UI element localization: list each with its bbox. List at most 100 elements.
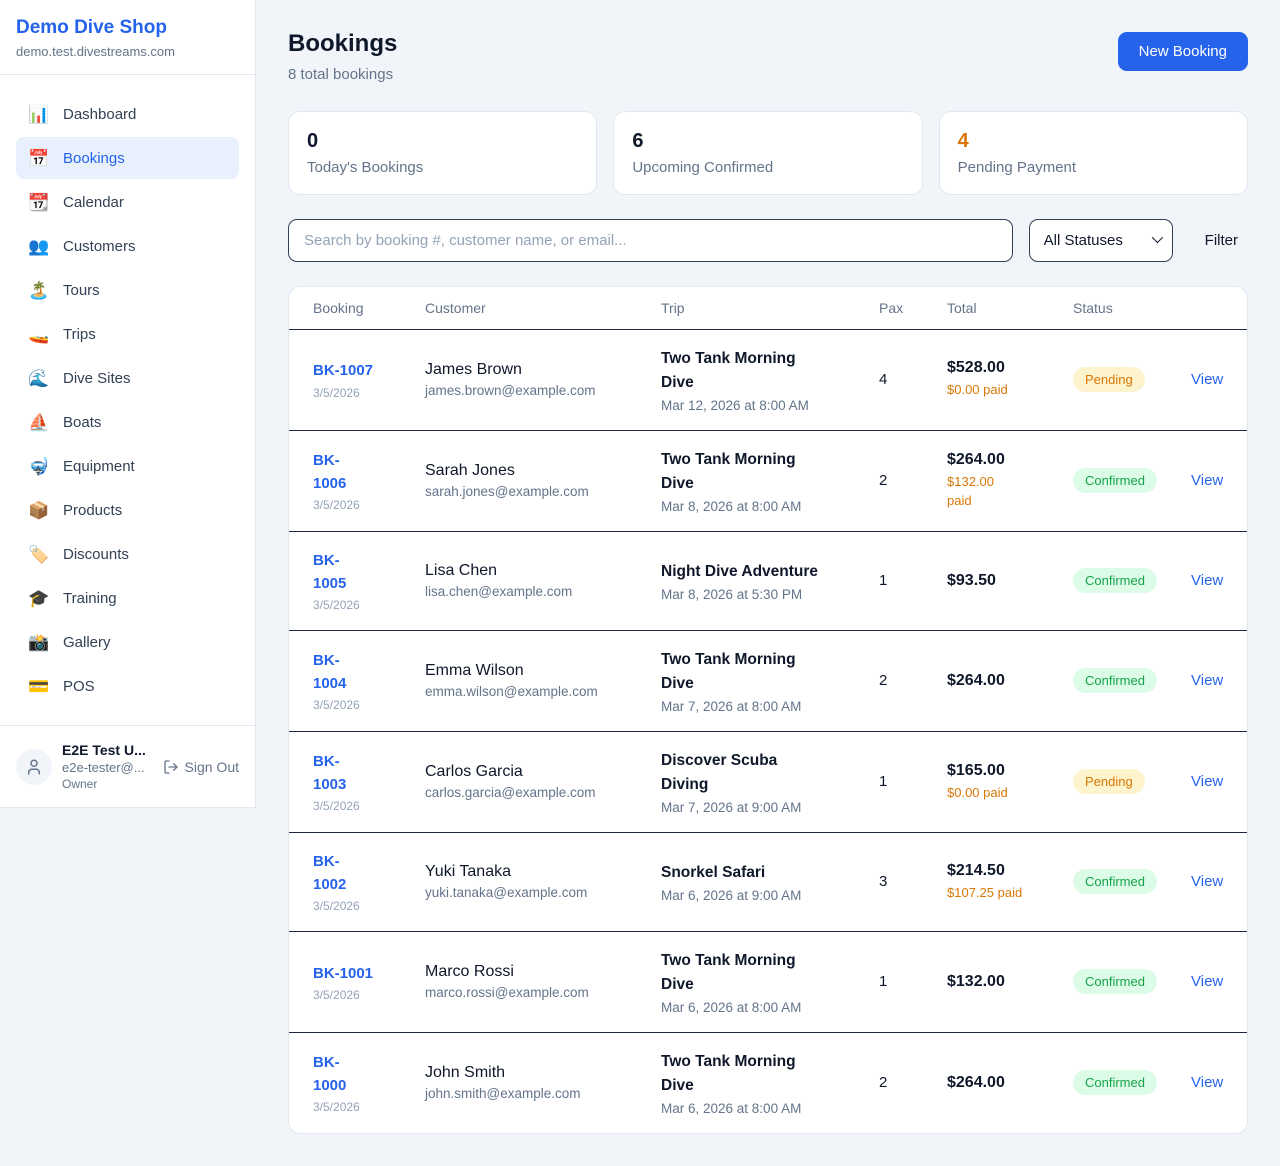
booking-id-link[interactable]: BK- 1003 <box>313 752 347 794</box>
booking-id-link[interactable]: BK-1001 <box>313 964 374 982</box>
view-link[interactable]: View <box>1191 671 1224 689</box>
tag-icon: 🏷️ <box>28 544 50 564</box>
table-row: BK- 1002 3/5/2026 Yuki Tanaka yuki.tanak… <box>289 832 1247 932</box>
package-icon: 📦 <box>28 500 50 520</box>
sidebar-item-gallery[interactable]: 📸 Gallery <box>28 632 111 652</box>
customer-name: Marco Rossi <box>425 963 514 981</box>
view-link[interactable]: View <box>1191 571 1224 589</box>
status-badge: Confirmed <box>1073 969 1157 995</box>
diving-mask-icon: 🤿 <box>28 456 50 476</box>
view-link[interactable]: View <box>1191 1073 1224 1091</box>
customer-name: John Smith <box>425 1064 506 1082</box>
customer-email: yuki.tanaka@example.com <box>425 885 588 901</box>
sidebar-item-boats[interactable]: ⛵ Boats <box>28 412 102 432</box>
user-section: E2E Test U... e2e-tester@... Owner Sign … <box>0 725 255 807</box>
filter-button[interactable]: Filter <box>1204 232 1238 249</box>
brand: Demo Dive Shop demo.test.divestreams.com <box>0 0 255 75</box>
sign-out-button[interactable]: Sign Out <box>163 759 239 775</box>
sign-out-label: Sign Out <box>184 758 239 775</box>
pax-count: 1 <box>879 773 888 791</box>
trip-time: Mar 8, 2026 at 8:00 AM <box>661 498 802 514</box>
stats-row: 0 Today's Bookings 6 Upcoming Confirmed … <box>288 111 1248 195</box>
booking-id-link[interactable]: BK- 1000 <box>313 1053 347 1095</box>
trip-name: Snorkel Safari <box>661 863 766 881</box>
stat-card: 4 Pending Payment <box>938 111 1248 195</box>
avatar <box>16 748 52 785</box>
table-row: BK-1007 3/5/2026 James Brown james.brown… <box>289 329 1247 431</box>
sidebar-item-dive-sites[interactable]: 🌊 Dive Sites <box>28 368 131 388</box>
stat-value: 0 <box>307 130 319 152</box>
pax-count: 2 <box>879 1074 888 1092</box>
page-header: Bookings 8 total bookings New Booking <box>288 30 1248 83</box>
bookings-table: Booking Customer Trip Pax Total Status BK-100… <box>289 287 1247 1133</box>
customer-name: Sarah Jones <box>425 462 515 480</box>
booking-id-link[interactable]: BK-1007 <box>313 362 374 380</box>
table-row: BK- 1004 3/5/2026 Emma Wilson emma.wilso… <box>289 630 1247 732</box>
sidebar-item-discounts[interactable]: 🏷️ Discounts <box>28 544 129 564</box>
main-content: Bookings 8 total bookings New Booking 0 … <box>256 0 1280 1166</box>
booking-date: 3/5/2026 <box>313 385 360 400</box>
booking-id-link[interactable]: BK- 1002 <box>313 852 347 894</box>
customer-name: Emma Wilson <box>425 662 524 680</box>
booking-date: 3/5/2026 <box>313 899 360 914</box>
table-row: BK- 1003 3/5/2026 Carlos Garcia carlos.g… <box>289 731 1247 833</box>
view-link[interactable]: View <box>1191 370 1224 388</box>
booking-id-link[interactable]: BK- 1006 <box>313 451 347 493</box>
user-role: Owner <box>62 777 98 791</box>
total-amount: $264.00 <box>947 671 1005 689</box>
sidebar-item-pos[interactable]: 💳 POS <box>28 676 95 696</box>
calendar-icon: 📅 <box>28 148 50 168</box>
trip-name: Two Tank Morning Dive <box>661 450 796 492</box>
credit-card-icon: 💳 <box>28 676 50 696</box>
booking-id-link[interactable]: BK- 1004 <box>313 651 347 693</box>
sidebar-item-dashboard[interactable]: 📊 Dashboard <box>28 104 137 124</box>
trip-time: Mar 8, 2026 at 5:30 PM <box>661 586 803 602</box>
booking-date: 3/5/2026 <box>313 799 360 814</box>
brand-name: Demo Dive Shop <box>16 17 167 38</box>
sidebar-item-customers[interactable]: 👥 Customers <box>28 236 136 256</box>
booking-date: 3/5/2026 <box>313 498 360 513</box>
sidebar-item-training[interactable]: 🎓 Training <box>28 588 117 608</box>
trip-time: Mar 7, 2026 at 9:00 AM <box>661 799 802 815</box>
logout-icon <box>163 759 178 774</box>
status-select[interactable]: All Statuses <box>1028 219 1173 262</box>
pax-count: 3 <box>879 873 888 891</box>
stat-value: 4 <box>957 130 969 152</box>
view-link[interactable]: View <box>1191 972 1224 990</box>
wave-icon: 🌊 <box>28 368 50 388</box>
search-input[interactable] <box>288 219 1013 262</box>
new-booking-button[interactable]: New Booking <box>1117 32 1248 71</box>
booking-date: 3/5/2026 <box>313 698 360 713</box>
speedboat-icon: 🚤 <box>28 324 50 344</box>
pax-count: 1 <box>879 973 888 991</box>
trip-name: Two Tank Morning Dive <box>661 650 796 692</box>
sidebar-item-trips[interactable]: 🚤 Trips <box>28 324 96 344</box>
stat-card: 0 Today's Bookings <box>288 111 598 195</box>
paid-amount: $0.00 paid <box>947 784 1008 800</box>
view-link[interactable]: View <box>1191 872 1224 890</box>
trip-time: Mar 6, 2026 at 8:00 AM <box>661 1100 802 1116</box>
sidebar-item-equipment[interactable]: 🤿 Equipment <box>28 456 135 476</box>
bar-chart-icon: 📊 <box>28 104 50 124</box>
view-link[interactable]: View <box>1191 471 1224 489</box>
customer-email: emma.wilson@example.com <box>425 684 598 700</box>
column-header-trip: Trip <box>661 287 879 330</box>
sailboat-icon: ⛵ <box>28 412 50 432</box>
total-amount: $165.00 <box>947 761 1005 779</box>
trip-time: Mar 12, 2026 at 8:00 AM <box>661 397 809 413</box>
sidebar-item-bookings[interactable]: 📅 Bookings <box>16 137 239 179</box>
sidebar-item-calendar[interactable]: 📆 Calendar <box>28 192 124 212</box>
table-row: BK- 1005 3/5/2026 Lisa Chen lisa.chen@ex… <box>289 531 1247 631</box>
table-row: BK-1001 3/5/2026 Marco Rossi marco.rossi… <box>289 931 1247 1033</box>
stat-label: Pending Payment <box>957 159 1077 176</box>
booking-date: 3/5/2026 <box>313 598 360 613</box>
status-badge: Confirmed <box>1073 468 1157 494</box>
customer-email: john.smith@example.com <box>425 1086 581 1102</box>
booking-id-link[interactable]: BK- 1005 <box>313 551 347 593</box>
sidebar-item-products[interactable]: 📦 Products <box>28 500 123 520</box>
graduation-cap-icon: 🎓 <box>28 588 50 608</box>
view-link[interactable]: View <box>1191 772 1224 790</box>
sidebar-item-tours[interactable]: 🏝️ Tours <box>28 280 100 300</box>
column-header-actions <box>1191 287 1247 330</box>
